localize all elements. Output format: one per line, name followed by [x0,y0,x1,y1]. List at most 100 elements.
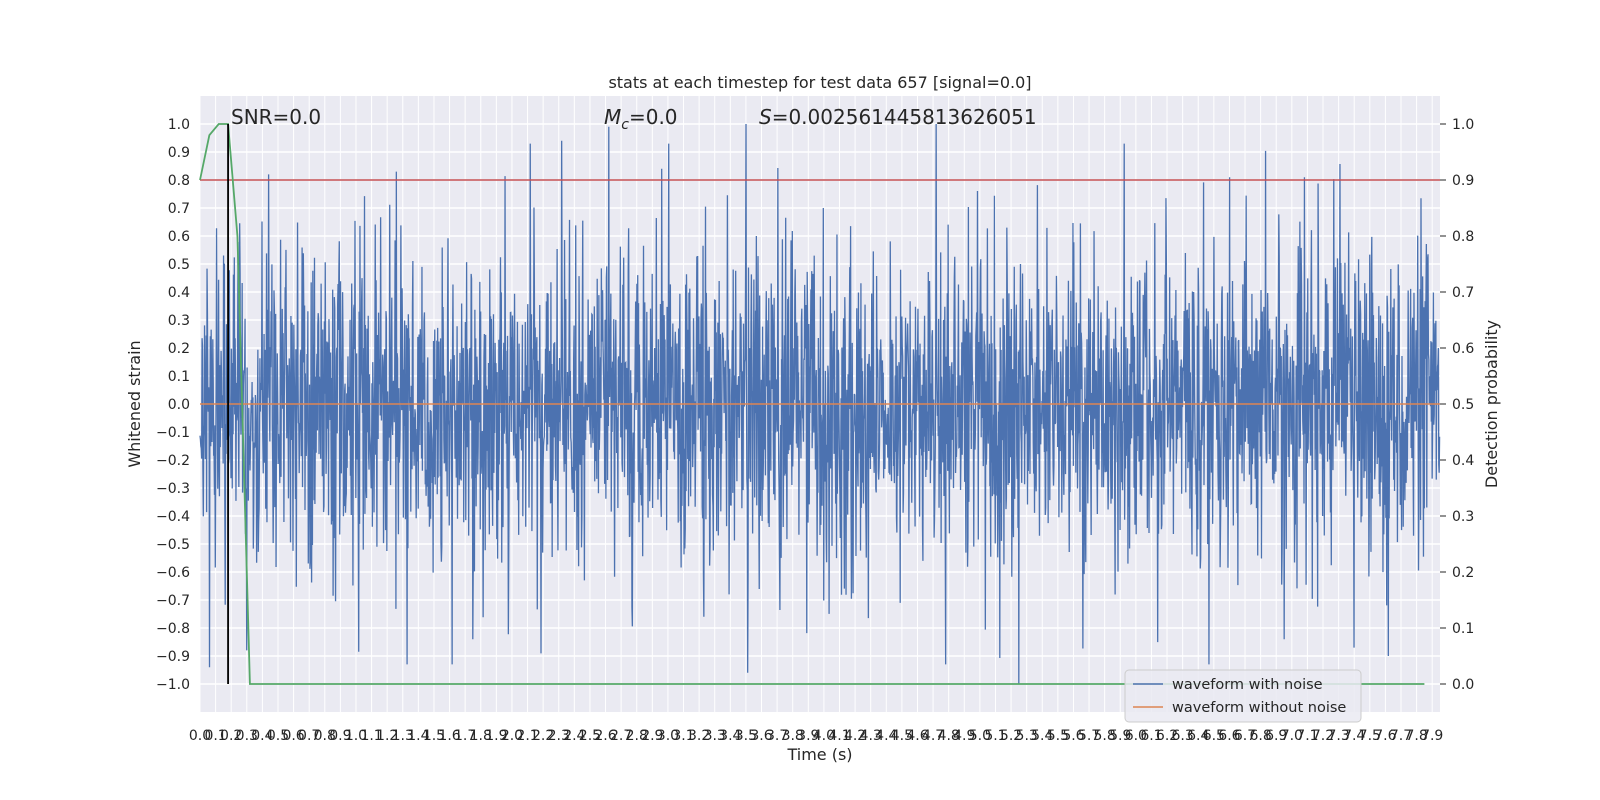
x-tick-label: 7.4 [1343,728,1365,744]
x-tick-label: 1.8 [470,728,492,744]
y2-tick-label: 0.0 [1452,677,1474,693]
x-tick-label: 0.8 [314,728,336,744]
y-tick-label: 0.4 [168,285,190,301]
x-tick-label: 3.9 [797,728,819,744]
x-tick-label: 2.2 [532,728,554,744]
x-tick-label: 2.1 [516,728,538,744]
y-tick-label: −0.5 [156,537,190,553]
y2-tick-label: 0.9 [1452,173,1474,189]
x-tick-label: 3.2 [688,728,710,744]
chirp-mass-annotation: Mc=0.0 [604,105,678,133]
y2-tick-label: 0.7 [1452,285,1474,301]
x-tick-label: 4.9 [953,728,975,744]
x-tick-label: 5.5 [1047,728,1069,744]
x-tick-label: 0.9 [329,728,351,744]
x-tick-label: 0.0 [189,728,211,744]
x-tick-label: 3.0 [657,728,679,744]
y2-tick-label: 0.4 [1452,453,1474,469]
x-tick-label: 6.2 [1156,728,1178,744]
x-tick-label: 4.7 [922,728,944,744]
chart-title: stats at each timestep for test data 657… [608,73,1031,92]
x-tick-label: 2.6 [594,728,616,744]
y-tick-label: 0.5 [168,257,190,273]
x-tick-label: 7.0 [1281,728,1303,744]
x-tick-label: 6.8 [1249,728,1271,744]
x-tick-label: 3.6 [750,728,772,744]
y-axis-label: Whitened strain [125,340,144,467]
x-tick-label: 4.1 [828,728,850,744]
series-lines [199,123,1440,685]
y-tick-label: −1.0 [156,677,190,693]
x-tick-label: 7.8 [1405,728,1427,744]
x-tick-label: 6.0 [1125,728,1147,744]
x-tick-label: 7.1 [1296,728,1318,744]
x-tick-label: 0.3 [236,728,258,744]
x-tick-label: 0.2 [220,728,242,744]
x-tick-label: 3.7 [766,728,788,744]
legend-label-with-noise: waveform with noise [1172,677,1323,693]
x-tick-label: 6.3 [1172,728,1194,744]
chirp-mass-symbol: M [604,105,621,129]
x-tick-label: 6.5 [1203,728,1225,744]
x-tick-label: 2.8 [626,728,648,744]
chirp-mass-value: =0.0 [629,105,678,129]
x-tick-label: 3.3 [704,728,726,744]
x-tick-label: 5.0 [969,728,991,744]
y2-tick-label: 0.2 [1452,565,1474,581]
x-tick-label: 5.3 [1016,728,1038,744]
y2-tick-label: 0.5 [1452,397,1474,413]
x-tick-label: 7.9 [1421,728,1443,744]
y2-tick-label: 1.0 [1452,117,1474,133]
y-tick-label: −0.7 [156,593,190,609]
x-tick-label: 1.6 [438,728,460,744]
x-tick-label: 0.6 [282,728,304,744]
x-tick-label: 0.1 [204,728,226,744]
x-tick-label: 4.5 [891,728,913,744]
x-tick-label: 6.6 [1218,728,1240,744]
y-tick-label: −0.3 [156,481,190,497]
x-tick-label: 0.7 [298,728,320,744]
y-tick-label: −0.9 [156,649,190,665]
y-tick-label: 1.0 [168,117,190,133]
s-value: =0.002561445813626051 [772,105,1037,129]
y-tick-label: −0.1 [156,425,190,441]
x-tick-label: 0.5 [267,728,289,744]
series-waveform-with-noise [199,123,1441,685]
x-tick-label: 2.4 [563,728,585,744]
x-tick-label: 4.0 [813,728,835,744]
x-tick-label: 3.4 [719,728,741,744]
x-tick-label: 1.7 [454,728,476,744]
x-tick-label: 5.2 [1000,728,1022,744]
x-tick-label: 1.1 [360,728,382,744]
x-tick-label: 0.4 [251,728,273,744]
x-tick-label: 7.2 [1312,728,1334,744]
y-tick-label: −0.8 [156,621,190,637]
x-tick-label: 4.2 [844,728,866,744]
x-tick-label: 4.8 [938,728,960,744]
axis-ticks: 0.00.10.20.30.40.50.60.70.80.91.01.11.21… [156,117,1474,744]
y2-axis-label: Detection probability [1482,320,1501,488]
x-tick-label: 1.0 [345,728,367,744]
x-tick-label: 5.6 [1062,728,1084,744]
x-tick-label: 2.9 [641,728,663,744]
x-tick-label: 5.8 [1094,728,1116,744]
x-tick-label: 7.7 [1390,728,1412,744]
s-annotation: S=0.002561445813626051 [759,105,1037,129]
y2-tick-label: 0.1 [1452,621,1474,637]
x-tick-label: 2.7 [610,728,632,744]
y-tick-label: 0.1 [168,369,190,385]
snr-annotation: SNR=0.0 [231,105,321,129]
chirp-mass-subscript: c [621,117,629,133]
x-tick-label: 2.0 [501,728,523,744]
y2-tick-label: 0.8 [1452,229,1474,245]
y-tick-label: 0.7 [168,201,190,217]
waveform-with-noise-line [199,123,1441,685]
x-tick-label: 1.4 [407,728,429,744]
x-tick-label: 5.4 [1031,728,1053,744]
y-tick-label: −0.4 [156,509,190,525]
y-tick-label: 0.2 [168,341,190,357]
y2-tick-label: 0.3 [1452,509,1474,525]
s-symbol: S [759,105,772,129]
x-tick-label: 6.4 [1187,728,1209,744]
x-tick-label: 5.9 [1109,728,1131,744]
